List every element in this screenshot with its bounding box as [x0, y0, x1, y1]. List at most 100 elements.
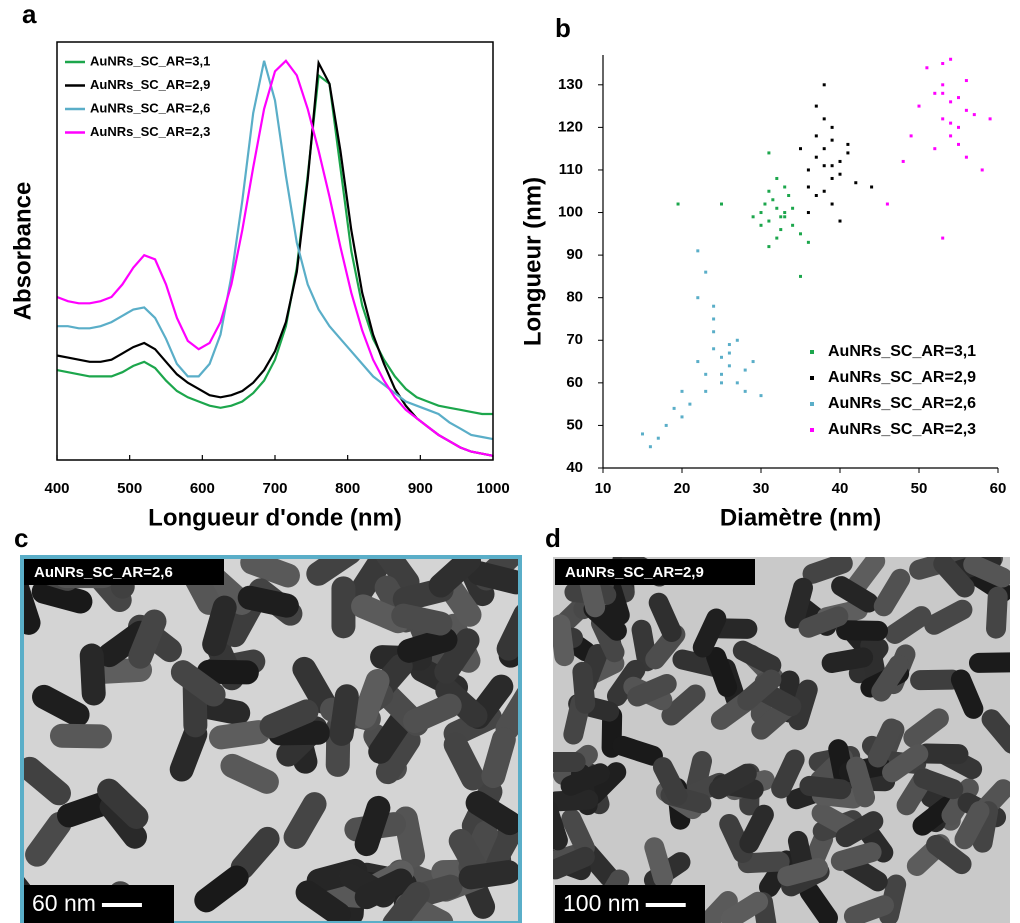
nanorod [220, 753, 279, 794]
nanorod [25, 811, 72, 867]
scatter-point [783, 211, 787, 215]
scatter-point [767, 151, 771, 155]
nanorod [553, 751, 586, 772]
nanorod [884, 606, 932, 644]
x-axis-label: Diamètre (nm) [720, 504, 881, 531]
scatter-point [779, 228, 783, 232]
scatter-point [988, 117, 992, 121]
line-series [56, 59, 494, 457]
nanorod [873, 568, 911, 617]
nanorod [843, 895, 894, 923]
nanorod [802, 557, 853, 584]
scatter-point [830, 176, 834, 180]
scatter-point [846, 142, 850, 146]
legend-swatch [810, 350, 814, 354]
y-tick-label: 100 [558, 204, 583, 221]
nanorod [720, 891, 769, 923]
nanorod [354, 795, 391, 857]
x-tick-label: 900 [408, 480, 433, 497]
nanorod [373, 557, 420, 595]
tem-image [22, 557, 520, 923]
x-tick-label: 10 [595, 480, 612, 497]
scatter-point [743, 389, 747, 393]
legend-swatch [810, 428, 814, 432]
nanorod [924, 599, 973, 635]
nanorod [652, 757, 688, 806]
scatter-point [680, 415, 684, 419]
nanorod [737, 669, 782, 711]
scatter-point [641, 432, 644, 436]
scatter-point [759, 211, 763, 215]
nanorod [194, 865, 249, 913]
scatter-point [735, 381, 739, 385]
nanorod [871, 654, 909, 702]
scatter-point [949, 100, 953, 104]
nanorod [553, 846, 595, 880]
scatter-point [830, 202, 834, 206]
legend-label: AuNRs_SC_AR=2,6 [90, 100, 210, 115]
scatter-point [806, 185, 810, 189]
scatter-point [830, 164, 834, 168]
scatter-point [720, 372, 723, 376]
y-tick-label: 70 [566, 331, 583, 348]
nanorod [32, 684, 90, 727]
nanorod [830, 842, 882, 871]
nanorod [903, 708, 949, 748]
nanorod [428, 557, 481, 598]
nanorod [352, 668, 390, 729]
legend-label: AuNRs_SC_AR=2,3 [90, 124, 210, 139]
nanorod [799, 775, 852, 800]
scatter-point [917, 104, 921, 108]
scatter-point [696, 249, 700, 253]
nanorod [627, 674, 677, 707]
panel-label: d [545, 523, 561, 553]
scatter-point [727, 364, 731, 368]
legend-label: AuNRs_SC_AR=3,1 [90, 53, 210, 68]
nanorod [283, 792, 327, 850]
nanorod [708, 763, 757, 800]
nanorod [237, 585, 299, 618]
scatter-point [676, 202, 680, 206]
nanorod [784, 577, 813, 629]
scatter-point [838, 219, 842, 223]
y-tick-label: 110 [559, 161, 583, 178]
x-tick-label: 500 [117, 480, 142, 497]
legend-label: AuNRs_SC_AR=2,9 [90, 77, 210, 92]
scatter-point [941, 83, 945, 87]
nanorod [496, 602, 520, 661]
scatter-point [759, 223, 763, 227]
scatter-point [830, 138, 834, 142]
scatter-point [964, 108, 968, 112]
scatter-point [763, 202, 767, 206]
y-tick-label: 60 [566, 374, 583, 391]
nanorod [292, 656, 336, 714]
scatter-point [720, 355, 723, 359]
scale-bar-label: 100 nm [563, 890, 640, 916]
line-series [56, 59, 494, 457]
x-tick-label: 40 [832, 480, 849, 497]
legend-label: AuNRs_SC_AR=3,1 [828, 343, 976, 360]
scatter-point [727, 351, 731, 355]
x-tick-label: 800 [335, 480, 360, 497]
scatter-point [822, 117, 826, 121]
y-axis-label: Longueur (nm) [519, 177, 546, 346]
scatter-point [759, 394, 763, 398]
nanorod [561, 808, 595, 858]
nanorod [799, 881, 838, 923]
scatter-point [964, 155, 968, 159]
scatter-point [743, 368, 747, 372]
scatter-point [704, 389, 708, 393]
scatter-point [727, 343, 731, 347]
scatter-point [735, 338, 739, 342]
scatter-point [822, 164, 826, 168]
scatter-point [806, 240, 810, 244]
nanorod [259, 699, 319, 739]
nanorod [467, 561, 520, 595]
line-series [56, 73, 493, 416]
scatter-point [957, 125, 960, 129]
nanorod [835, 811, 884, 848]
scatter-point [787, 194, 791, 198]
scatter-point [704, 270, 708, 274]
nanorod [706, 647, 738, 698]
nanorod [553, 614, 575, 667]
